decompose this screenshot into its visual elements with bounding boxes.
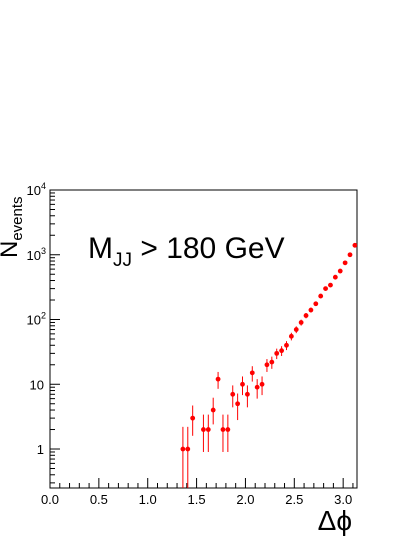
annotation-rest: > 180 GeV <box>132 232 285 265</box>
data-point <box>230 391 236 397</box>
x-tick-label: 2.0 <box>236 492 254 507</box>
data-point <box>240 381 245 387</box>
data-point <box>220 427 226 432</box>
data-point <box>269 359 275 365</box>
data-points <box>180 205 377 488</box>
data-point <box>298 320 304 325</box>
data-point <box>259 381 265 387</box>
y-tick-label: 10 <box>30 377 44 392</box>
data-point <box>201 427 206 432</box>
y-axis-label-sub: events <box>9 196 26 240</box>
y-tick-label: 104 <box>27 181 46 198</box>
data-point <box>342 260 348 266</box>
y-axis-label: Nevents <box>0 196 26 258</box>
data-point <box>303 313 309 318</box>
data-point <box>235 401 241 407</box>
data-point <box>274 350 280 356</box>
data-point <box>337 268 343 274</box>
annotation: MJJ > 180 GeV <box>88 232 285 271</box>
y-tick-label: 102 <box>27 311 46 328</box>
data-point <box>190 415 196 421</box>
x-tick-label: 0.0 <box>41 492 59 507</box>
y-axis-ticks: 1 10 102 103 104 <box>27 181 60 484</box>
x-axis-label: Δϕ <box>318 505 352 536</box>
data-point <box>347 252 353 258</box>
x-tick-label: 0.5 <box>90 492 108 507</box>
data-point <box>293 327 299 332</box>
data-point <box>288 333 294 339</box>
annotation-base: M <box>88 232 113 265</box>
data-point <box>332 274 338 280</box>
y-tick-label: 1 <box>37 442 44 457</box>
x-tick-label: 1.0 <box>139 492 157 507</box>
data-point <box>357 234 362 239</box>
data-point <box>225 427 231 432</box>
y-tick-label: 103 <box>27 246 46 263</box>
data-point <box>180 446 186 452</box>
data-point <box>185 446 191 452</box>
data-point <box>352 242 357 248</box>
data-point <box>254 384 260 390</box>
data-point <box>372 205 377 210</box>
data-point <box>313 301 319 307</box>
x-axis-ticks: 0.0 0.5 1.0 1.5 2.0 2.5 3.0 <box>41 478 354 507</box>
data-point <box>249 370 255 376</box>
data-point <box>215 376 221 382</box>
data-point <box>244 391 250 397</box>
data-point <box>362 225 367 230</box>
data-point <box>284 342 289 348</box>
data-point <box>205 427 211 432</box>
data-point <box>318 293 324 299</box>
annotation-sub: JJ <box>113 250 132 271</box>
data-point <box>323 286 328 292</box>
x-tick-label: 2.5 <box>285 492 303 507</box>
x-tick-label: 3.0 <box>334 492 352 507</box>
data-point <box>264 362 270 368</box>
x-tick-label: 1.5 <box>188 492 206 507</box>
data-point <box>367 216 372 221</box>
data-point <box>279 348 284 354</box>
data-point <box>328 282 333 288</box>
y-axis-label-base: N <box>0 241 23 258</box>
data-point <box>210 407 216 413</box>
data-point <box>308 307 314 313</box>
